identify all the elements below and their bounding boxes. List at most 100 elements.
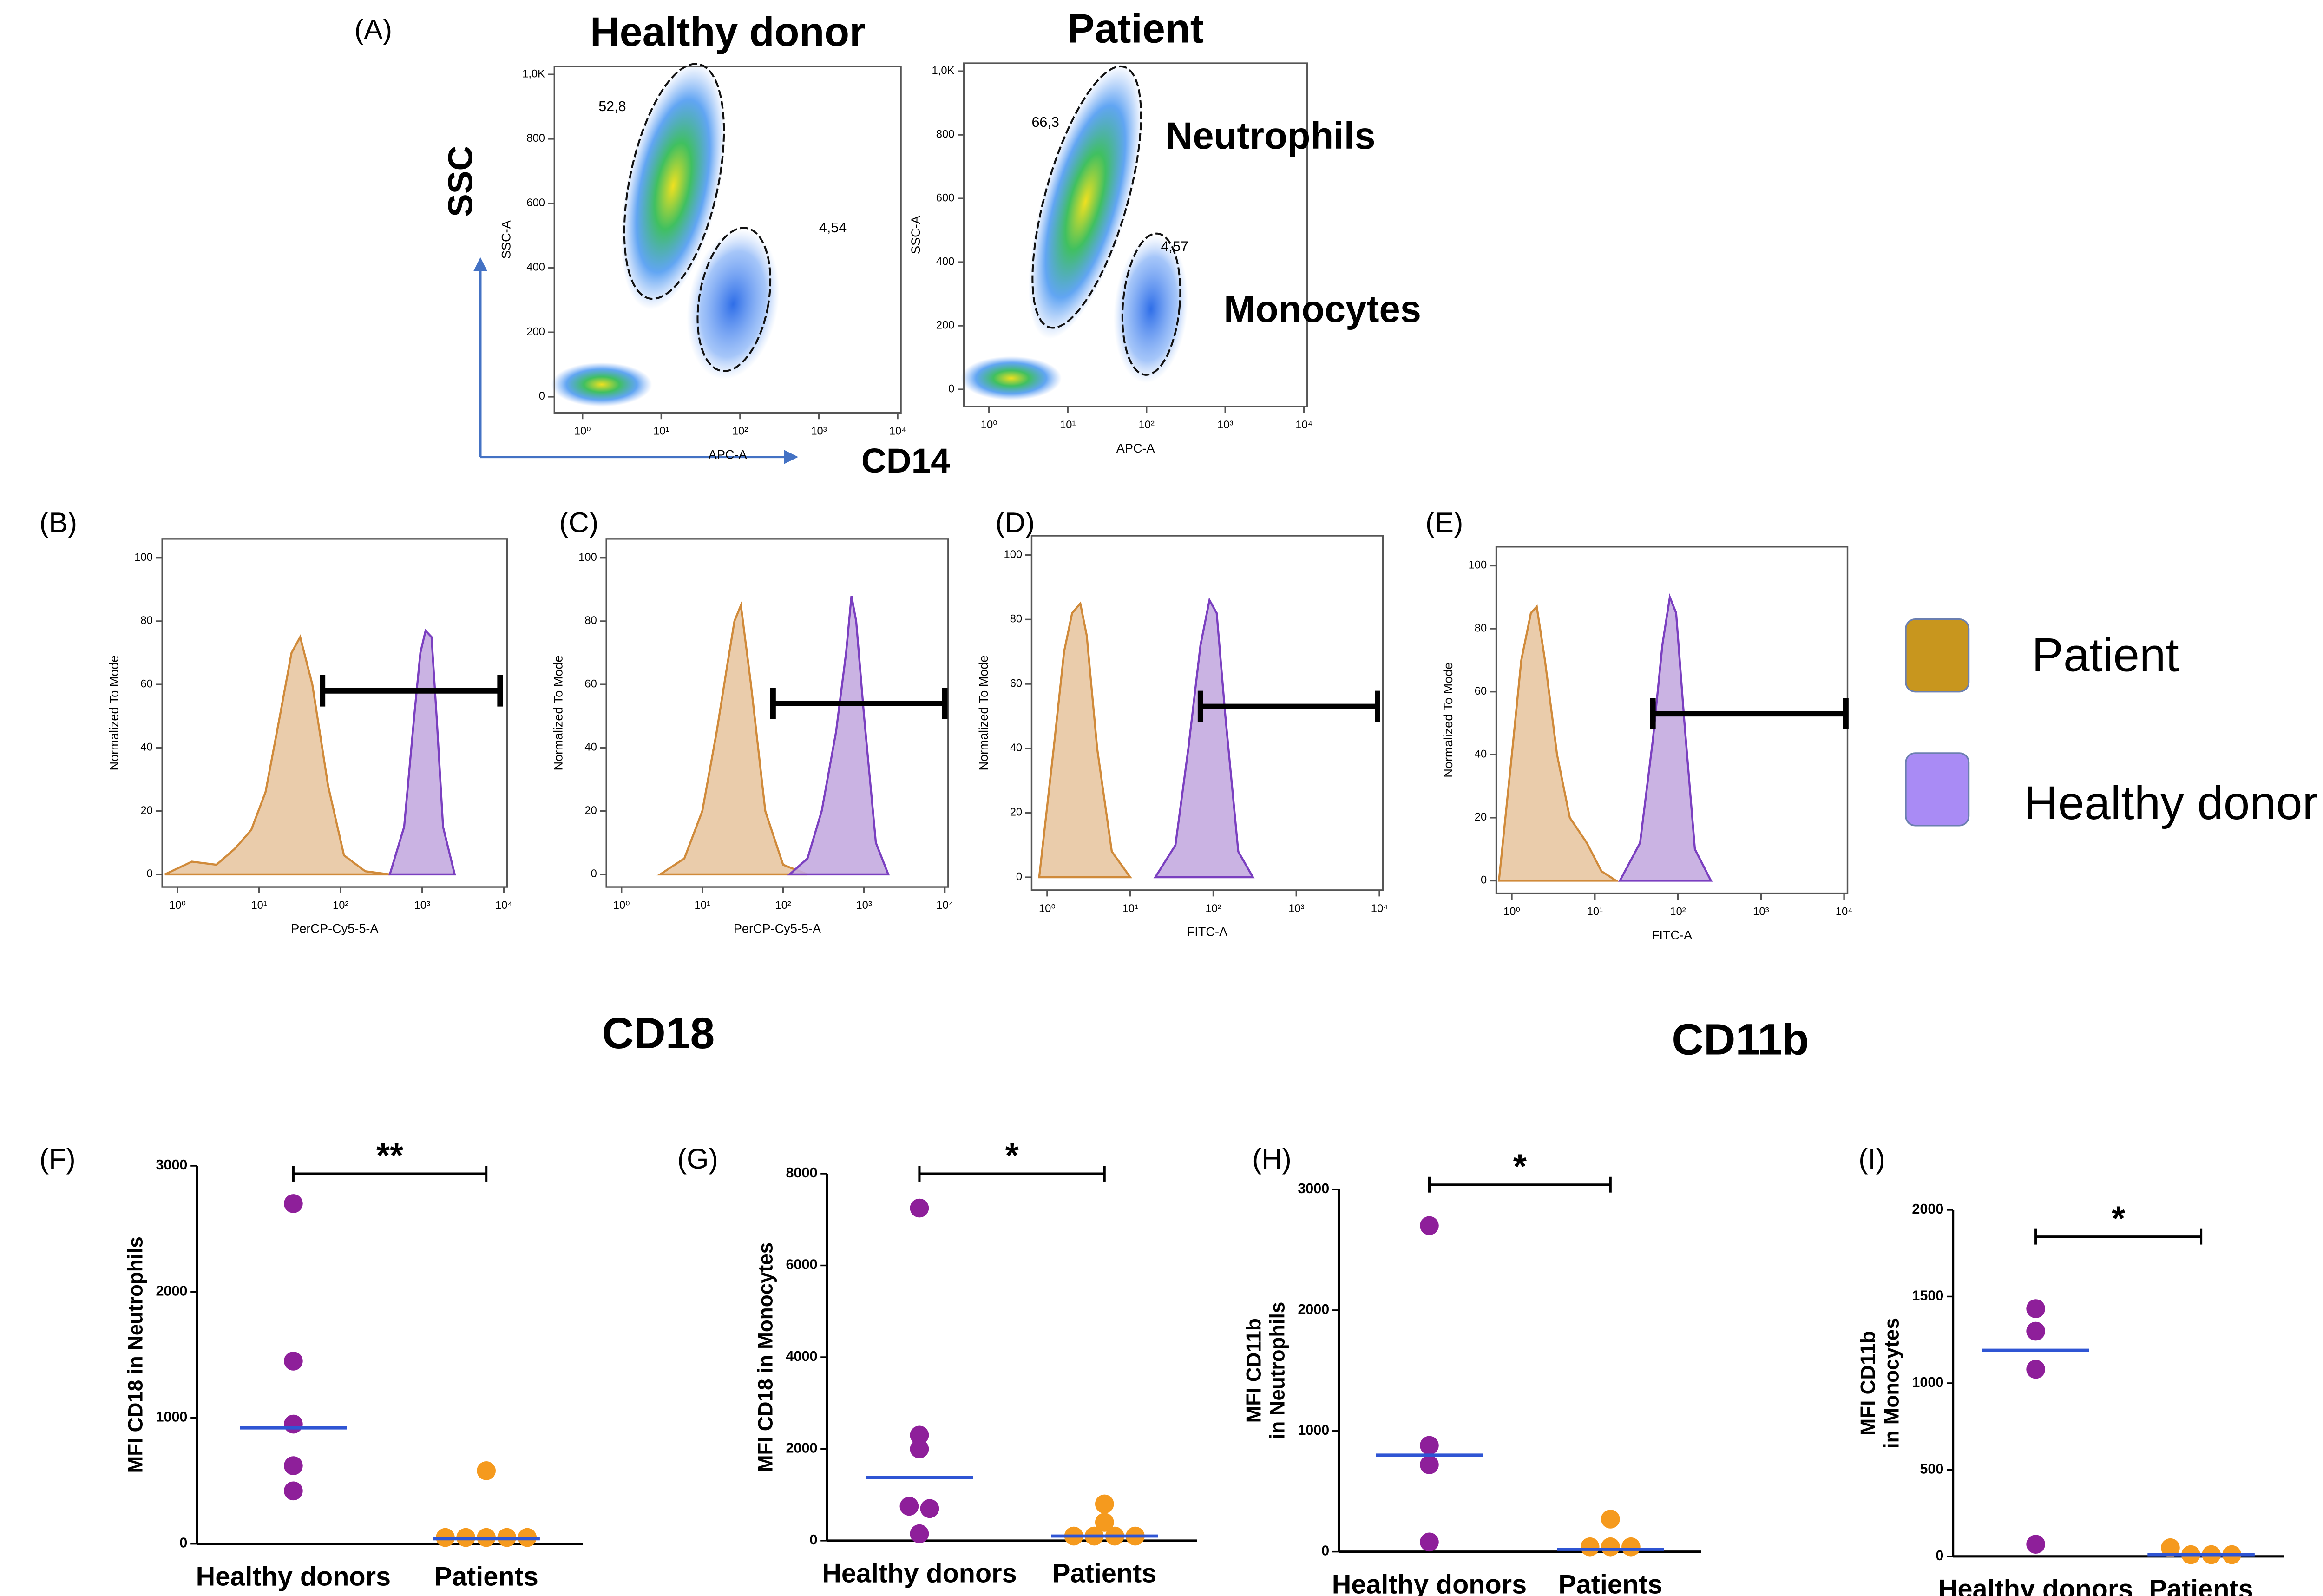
plot-frame xyxy=(1030,535,1384,891)
y-tick-label: 40 xyxy=(1010,742,1022,754)
data-point xyxy=(1601,1510,1620,1529)
x-tick-label: Patients xyxy=(434,1562,538,1591)
debris-cloud xyxy=(551,362,652,407)
x-tick-label: Patients xyxy=(1052,1559,1156,1589)
data-point xyxy=(2026,1360,2045,1379)
ssc-title: SSC xyxy=(440,146,479,217)
y-tick-label: 60 xyxy=(140,678,152,690)
y-tick-label: 3000 xyxy=(1298,1181,1329,1196)
panel-label: (D) xyxy=(996,506,1035,538)
significance-label: ** xyxy=(376,1136,403,1175)
significance-label: * xyxy=(2112,1198,2125,1237)
x-tick-label: 10² xyxy=(1670,906,1686,918)
x-tick-label: 10³ xyxy=(1753,906,1769,918)
data-point xyxy=(284,1456,303,1475)
panel-label: (H) xyxy=(1252,1143,1292,1175)
data-point xyxy=(284,1194,303,1213)
gate xyxy=(1121,232,1181,376)
data-point xyxy=(477,1461,496,1480)
x-tick-label: 10⁴ xyxy=(495,900,512,912)
legend: Patient Healthy donor xyxy=(1905,618,2318,829)
data-point xyxy=(2026,1535,2045,1554)
plot-frame xyxy=(161,538,508,888)
data-point xyxy=(284,1481,303,1501)
y-tick-label: 600 xyxy=(936,192,955,204)
panel-label: (B) xyxy=(39,506,77,538)
y-tick-label: 0 xyxy=(147,868,153,880)
y-tick-label: 20 xyxy=(1010,807,1022,819)
y-tick-label: 80 xyxy=(140,615,152,627)
panel-label: (F) xyxy=(39,1143,76,1175)
y-tick-label: 80 xyxy=(1475,622,1487,634)
x-axis-label: PerCP-Cy5-5-A xyxy=(734,921,821,936)
y-tick-label: 3000 xyxy=(156,1157,188,1173)
y-axis-label: in Neutrophils xyxy=(1266,1302,1289,1439)
legend-label: Healthy donor xyxy=(2024,776,2318,829)
x-tick-label: 10¹ xyxy=(695,900,710,912)
x-tick-label: 10² xyxy=(732,426,748,438)
x-tick-label: 10⁰ xyxy=(169,900,186,912)
y-axis-label: Normalized To Mode xyxy=(107,655,121,770)
x-tick-label: 10⁴ xyxy=(1295,419,1312,431)
x-tick-label: Healthy donors xyxy=(196,1562,391,1591)
y-tick-label: 60 xyxy=(1010,677,1022,690)
x-tick-label: 10¹ xyxy=(1587,906,1603,918)
cd14-ssc-arrows xyxy=(473,257,799,464)
data-point xyxy=(910,1439,929,1458)
panel-label: (A) xyxy=(354,13,392,45)
y-axis-label: MFI CD11b xyxy=(1243,1318,1266,1423)
x-tick-label: 10⁰ xyxy=(1039,903,1056,915)
density-cloud xyxy=(960,64,1188,401)
x-tick-label: 10¹ xyxy=(1122,903,1138,915)
y-tick-label: 0 xyxy=(1936,1548,1943,1563)
y-tick-label: 1000 xyxy=(1912,1374,1943,1390)
y-tick-label: 1500 xyxy=(1912,1288,1943,1304)
y-tick-label: 200 xyxy=(936,319,955,331)
histogram-area xyxy=(164,634,390,876)
data-point xyxy=(2026,1321,2045,1341)
y-tick-label: 100 xyxy=(1004,549,1023,561)
chart-title: Patient xyxy=(1067,6,1204,52)
y-tick-label: 0 xyxy=(539,390,545,402)
data-point xyxy=(284,1414,303,1434)
x-tick-label: 10² xyxy=(1139,419,1155,431)
y-tick-label: 400 xyxy=(526,262,545,274)
y-tick-label: 0 xyxy=(1481,874,1487,887)
y-tick-label: 0 xyxy=(179,1535,187,1551)
y-axis-label: Normalized To Mode xyxy=(1441,663,1455,778)
histogram-area xyxy=(656,601,808,876)
data-point xyxy=(1420,1216,1439,1235)
y-tick-label: 600 xyxy=(526,197,545,209)
x-tick-label: 10⁰ xyxy=(981,419,997,431)
legend-swatch xyxy=(1905,618,1970,693)
data-point xyxy=(899,1497,919,1516)
y-axis-label: MFI CD11b xyxy=(1857,1331,1880,1435)
y-axis-label: Normalized To Mode xyxy=(976,655,991,770)
y-tick-label: 200 xyxy=(526,326,545,338)
y-tick-label: 100 xyxy=(134,552,153,564)
x-tick-label: 10¹ xyxy=(1060,419,1076,431)
y-axis-label: SSC-A xyxy=(908,215,923,254)
y-tick-label: 1,0K xyxy=(522,68,545,80)
histogram-area xyxy=(1153,597,1255,879)
y-tick-label: 20 xyxy=(140,805,152,817)
y-tick-label: 8000 xyxy=(786,1165,818,1181)
x-tick-label: 10⁴ xyxy=(1371,903,1388,915)
y-tick-label: 0 xyxy=(948,383,954,395)
x-tick-label: 10⁴ xyxy=(889,426,906,438)
y-tick-label: 2000 xyxy=(786,1440,818,1456)
x-tick-label: 10³ xyxy=(856,900,872,912)
x-tick-label: 10² xyxy=(775,900,791,912)
y-axis-label: SSC-A xyxy=(499,220,513,259)
y-tick-label: 2000 xyxy=(156,1283,188,1299)
marker-label: CD11b xyxy=(1672,1015,1809,1064)
data-point xyxy=(1420,1532,1439,1552)
y-tick-label: 80 xyxy=(1010,613,1022,625)
x-tick-label: 10² xyxy=(333,900,348,912)
y-tick-label: 20 xyxy=(1475,811,1487,823)
density-cloud xyxy=(551,62,780,407)
panel-label: (E) xyxy=(1425,506,1463,538)
data-point xyxy=(1580,1537,1600,1557)
data-point xyxy=(2161,1538,2180,1557)
